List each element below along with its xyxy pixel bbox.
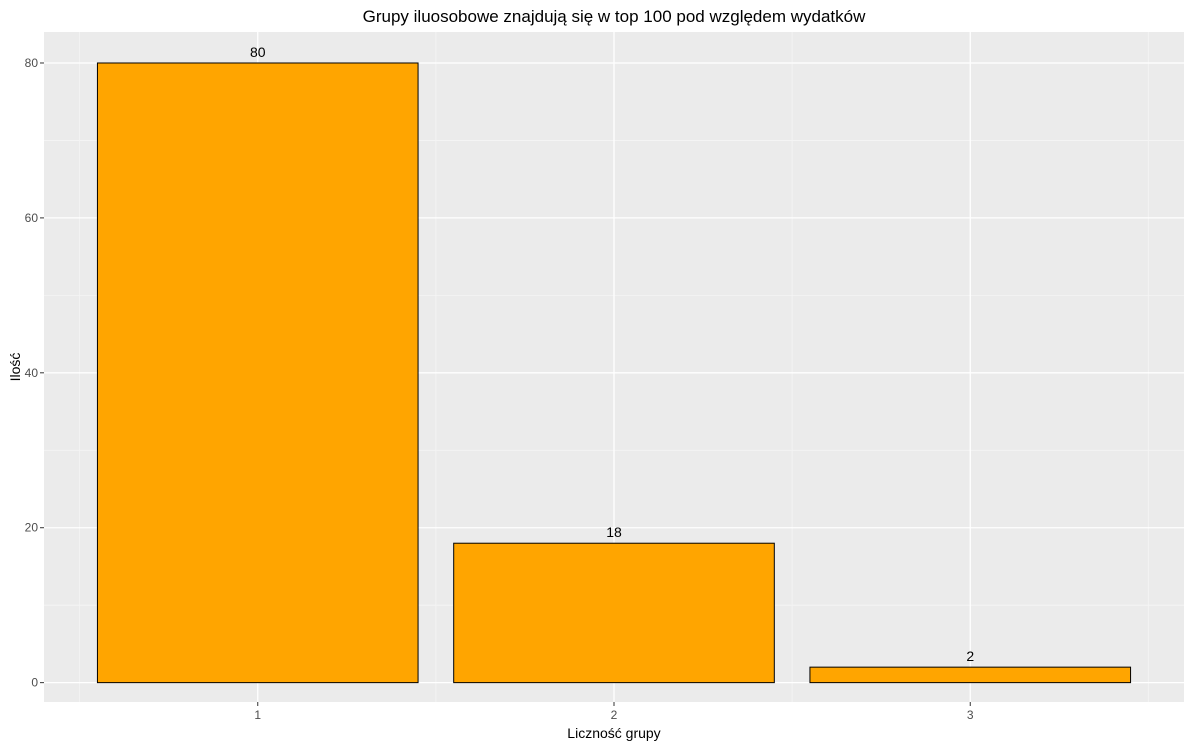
y-tick-label: 20	[25, 521, 39, 535]
y-tick-label: 80	[25, 56, 39, 70]
x-axis: 1 2 3	[254, 702, 974, 722]
chart-title: Grupy iluosobowe znajdują się w top 100 …	[363, 7, 866, 26]
y-tick-label: 60	[25, 211, 39, 225]
bar-3	[809, 666, 1132, 684]
x-tick-label: 1	[254, 708, 261, 722]
x-tick-label: 3	[967, 708, 974, 722]
bar-1	[96, 62, 419, 684]
y-axis-title: Ilość	[7, 353, 23, 382]
x-axis-title: Liczność grupy	[567, 725, 660, 741]
y-axis: 0 20 40 60 80	[25, 56, 44, 690]
data-label-1: 80	[250, 44, 266, 60]
data-labels: 80 18 2	[250, 44, 974, 664]
bars	[96, 62, 1132, 684]
x-tick-label: 2	[611, 708, 618, 722]
data-label-3: 2	[966, 648, 974, 664]
data-label-2: 18	[606, 524, 622, 540]
y-tick-label: 0	[31, 676, 38, 690]
y-tick-label: 40	[25, 366, 39, 380]
bar-2	[453, 542, 775, 684]
